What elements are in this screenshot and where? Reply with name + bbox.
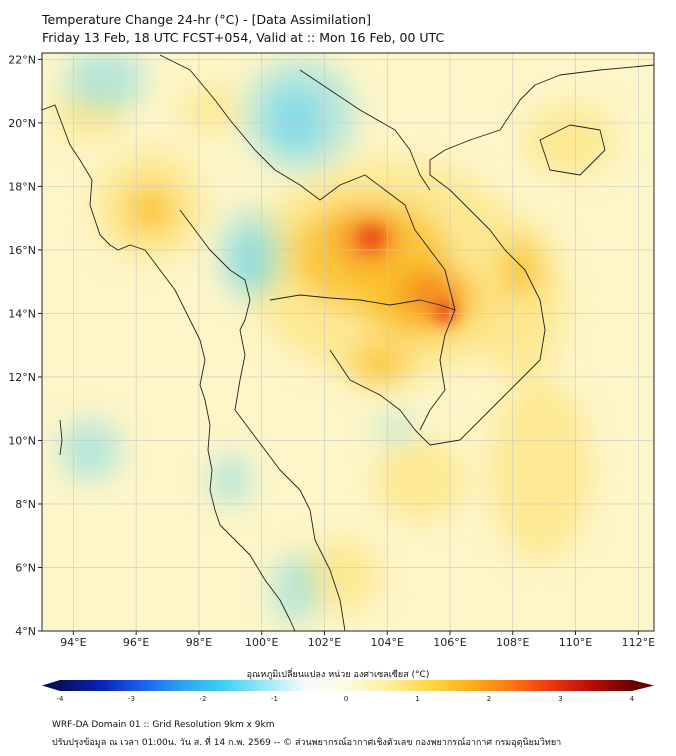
longitude-tick-labels: 94°E 96°E 98°E 100°E 102°E 104°E 106°E 108°E 110…	[60, 631, 655, 649]
colorbar-tick-label: 2	[487, 695, 491, 703]
lat-tick-label: 6°N	[15, 561, 36, 574]
lat-tick-label: 22°N	[8, 53, 36, 66]
coastline-myanmar-thai-malay	[42, 104, 296, 631]
lon-tick-label: 102°E	[308, 636, 341, 649]
footer-credit: ปรับปรุงข้อมูล ณ เวลา 01:00น. วัน ส. ที่…	[52, 738, 562, 748]
cool-anomaly-layer	[60, 53, 413, 625]
footer-model-info: WRF-DA Domain 01 :: Grid Resolution 9km …	[52, 720, 275, 730]
lat-tick-label: 20°N	[8, 117, 36, 130]
colorbar-tick-label: 1	[415, 695, 419, 703]
colorbar-tick-label: -1	[271, 695, 278, 703]
lon-tick-label: 98°E	[186, 636, 212, 649]
andaman-islands	[59, 419, 63, 456]
lon-tick-label: 106°E	[433, 636, 466, 649]
colorbar: -4 -3 -2 -1 0 1 2 3 4	[42, 680, 654, 703]
colorbar-tick-label: -2	[200, 695, 207, 703]
lon-tick-label: 94°E	[60, 636, 86, 649]
colorbar-tick-label: -3	[128, 695, 135, 703]
country-boundaries	[42, 54, 654, 631]
border-cambodia-vietnam	[419, 309, 456, 431]
colorbar-tick-label: 0	[344, 695, 348, 703]
lat-tick-label: 18°N	[8, 180, 36, 193]
lat-tick-label: 14°N	[8, 307, 36, 320]
map-plot-area	[42, 53, 654, 631]
latitude-tick-labels: 4°N 6°N 8°N 10°N 12°N 14°N 16°N 18°N 20°N 22°N	[8, 53, 42, 638]
warm-anomaly-layer	[55, 88, 615, 610]
colorbar-tick-labels: -4 -3 -2 -1 0 1 2 3 4	[57, 695, 635, 703]
colorbar-low-extend-arrow	[42, 680, 60, 691]
lat-tick-label: 4°N	[15, 625, 36, 638]
lat-tick-label: 10°N	[8, 434, 36, 447]
chart-title: Temperature Change 24-hr (°C) - [Data As…	[42, 12, 371, 27]
border-myanmar-china	[159, 54, 256, 151]
lon-tick-label: 104°E	[371, 636, 404, 649]
lon-tick-label: 96°E	[123, 636, 149, 649]
hot-core-layer	[358, 226, 457, 324]
border-laos-vietnam	[299, 69, 431, 191]
colorbar-label: อุณหภูมิเปลี่ยนแปลง หน่วย องศาเซลเซียส (…	[246, 670, 430, 680]
colorbar-tick-label: 4	[630, 695, 635, 703]
coastline-cambodia-vietnam	[329, 64, 654, 446]
lat-tick-label: 8°N	[15, 498, 36, 511]
colorbar-gradient	[60, 680, 632, 691]
colorbar-high-extend-arrow	[632, 680, 654, 691]
lon-tick-label: 112°E	[622, 636, 655, 649]
coastline-gulf-of-thailand	[234, 329, 346, 631]
border-thai-myanmar	[179, 209, 251, 331]
colorbar-tick-label: -4	[57, 695, 65, 703]
lat-tick-label: 16°N	[8, 244, 36, 257]
lon-tick-label: 110°E	[559, 636, 592, 649]
colorbar-tick-label: 3	[558, 695, 562, 703]
map-frame	[41, 52, 655, 632]
border-thai-cambodia	[269, 294, 456, 311]
border-thai-laos	[254, 149, 456, 311]
hainan-island	[539, 124, 606, 176]
lon-tick-label: 108°E	[496, 636, 529, 649]
chart-subtitle: Friday 13 Feb, 18 UTC FCST+054, Valid at…	[42, 30, 445, 45]
lon-tick-label: 100°E	[245, 636, 278, 649]
lat-tick-label: 12°N	[8, 371, 36, 384]
